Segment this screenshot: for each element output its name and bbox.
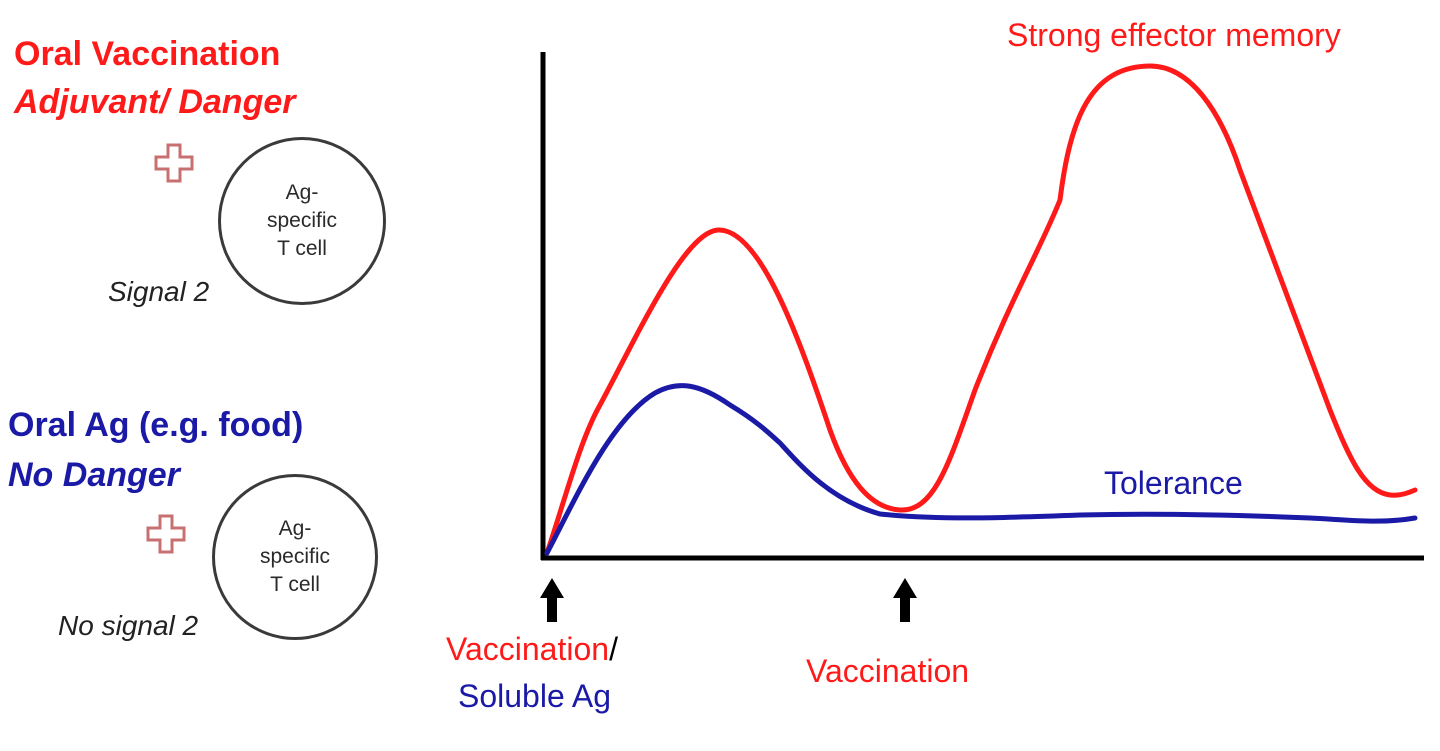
- soluble-ag-label: Soluble Ag: [458, 678, 611, 714]
- vaccination-label: Vaccination: [806, 653, 969, 689]
- no-danger-heading: No Danger: [8, 456, 180, 494]
- ag-specific-t-cell-circle: Ag- specific T cell: [218, 137, 386, 305]
- signal-2-label: Signal 2: [108, 276, 210, 307]
- adjuvant-danger-heading: Adjuvant/ Danger: [14, 83, 296, 121]
- cell-label-line: T cell: [270, 573, 320, 596]
- cell-label-line: Ag-: [285, 181, 319, 204]
- cell-label-line: specific: [259, 545, 331, 568]
- plus-icon: [146, 514, 186, 554]
- effector-memory-curve: [544, 63, 1418, 556]
- cell-label-line: Ag-: [278, 517, 312, 540]
- vaccination-text: Vaccination: [446, 631, 609, 667]
- vaccination-arrow-icon: [540, 578, 564, 622]
- plus-icon: [154, 143, 194, 183]
- ag-specific-t-cell-circle: Ag- specific T cell: [212, 474, 378, 640]
- slash-text: /: [609, 631, 618, 667]
- arrow1-label: Vaccination/: [446, 631, 618, 667]
- oral-ag-heading: Oral Ag (e.g. food): [8, 406, 304, 444]
- oral-vaccination-heading: Oral Vaccination: [14, 35, 281, 73]
- vaccination-arrow-icon: [893, 578, 917, 622]
- cell-label-line: T cell: [277, 237, 327, 260]
- cell-label-line: specific: [266, 209, 338, 232]
- strong-effector-memory-label: Strong effector memory: [1007, 17, 1341, 53]
- tolerance-curve: [544, 383, 1418, 556]
- no-signal-2-label: No signal 2: [58, 610, 199, 641]
- tolerance-label: Tolerance: [1104, 465, 1243, 501]
